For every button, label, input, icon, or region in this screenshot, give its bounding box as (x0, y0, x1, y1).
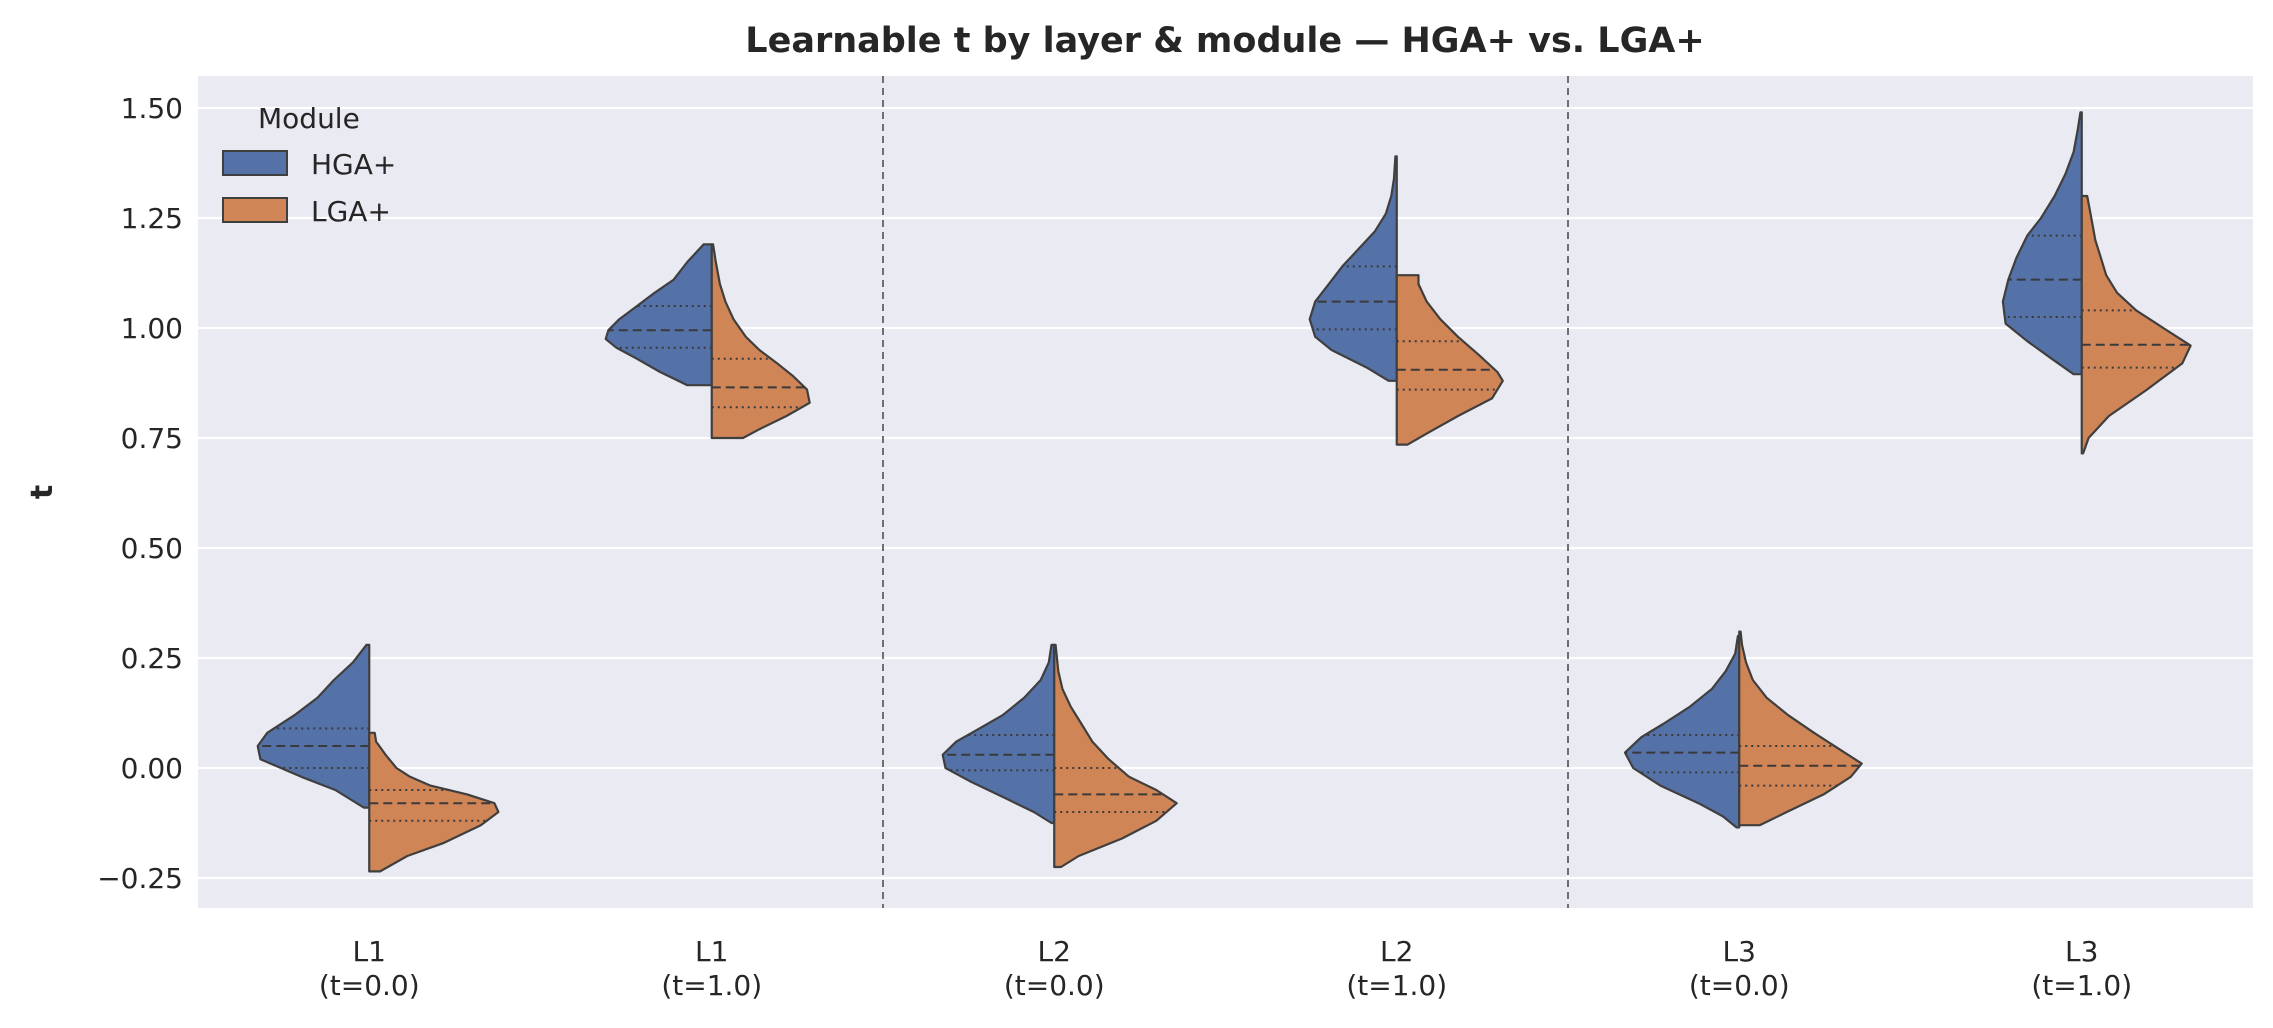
x-tick-sublabel: (t=1.0) (1346, 969, 1447, 1002)
x-tick-sublabel: (t=0.0) (1004, 969, 1105, 1002)
y-tick-label: 1.25 (121, 202, 183, 235)
violin-HGA+-5 (1623, 634, 1741, 829)
y-tick-label: 0.00 (121, 752, 183, 785)
x-tick-label: L2 (1380, 935, 1413, 968)
x-tick-sublabel: (t=1.0) (2031, 969, 2132, 1002)
grid-lines (198, 106, 2253, 880)
violin-LGA+-6 (2080, 194, 2192, 455)
x-tick-label: L3 (1723, 935, 1756, 968)
y-axis-label: t (25, 485, 60, 499)
violin-LGA+-2 (710, 243, 811, 440)
y-tick-label: 0.25 (121, 642, 183, 675)
axes: −0.250.000.250.500.751.001.251.50L1(t=0.… (97, 92, 2132, 1002)
chart-title: Learnable t by layer & module — HGA+ vs.… (745, 21, 1704, 61)
violin-half (2080, 194, 2192, 455)
violin-half (2001, 111, 2083, 376)
violin-LGA+-5 (1738, 630, 1863, 827)
x-tick-label: L3 (2065, 935, 2098, 968)
y-tick-label: 1.00 (121, 312, 183, 345)
y-tick-label: −0.25 (97, 862, 183, 895)
violin-half (1738, 630, 1863, 827)
plot-background (198, 76, 2253, 908)
violin-half (1395, 274, 1504, 446)
y-tick-label: 0.50 (121, 532, 183, 565)
y-tick-label: 1.50 (121, 92, 183, 125)
violin-HGA+-1 (256, 643, 371, 809)
legend-title: Module (258, 102, 360, 135)
violin-LGA+-4 (1395, 274, 1504, 446)
legend: Module HGA+ LGA+ (222, 102, 396, 228)
violin-half (941, 643, 1056, 825)
violin-half (710, 243, 811, 440)
legend-swatch-lga (222, 197, 288, 223)
legend-swatch-hga (222, 150, 288, 176)
x-tick-label: L2 (1038, 935, 1071, 968)
x-tick-label: L1 (353, 935, 386, 968)
violin-LGA+-1 (368, 731, 500, 873)
x-tick-sublabel: (t=0.0) (1689, 969, 1790, 1002)
x-tick-sublabel: (t=0.0) (319, 969, 420, 1002)
y-tick-label: 0.75 (121, 422, 183, 455)
violin-half (1308, 155, 1398, 382)
violin-half (256, 643, 371, 809)
violin-LGA+-3 (1053, 643, 1178, 869)
violin-HGA+-4 (1308, 155, 1398, 382)
violins (256, 111, 2192, 873)
violin-HGA+-6 (2001, 111, 2083, 376)
violin-HGA+-2 (604, 243, 713, 387)
group-separators (882, 76, 1569, 908)
violin-half (1623, 634, 1741, 829)
x-tick-label: L1 (695, 935, 728, 968)
violin-half (604, 243, 713, 387)
violin-HGA+-3 (941, 643, 1056, 825)
x-tick-sublabel: (t=1.0) (661, 969, 762, 1002)
legend-label-hga: HGA+ (311, 148, 396, 181)
legend-label-lga: LGA+ (311, 195, 391, 228)
